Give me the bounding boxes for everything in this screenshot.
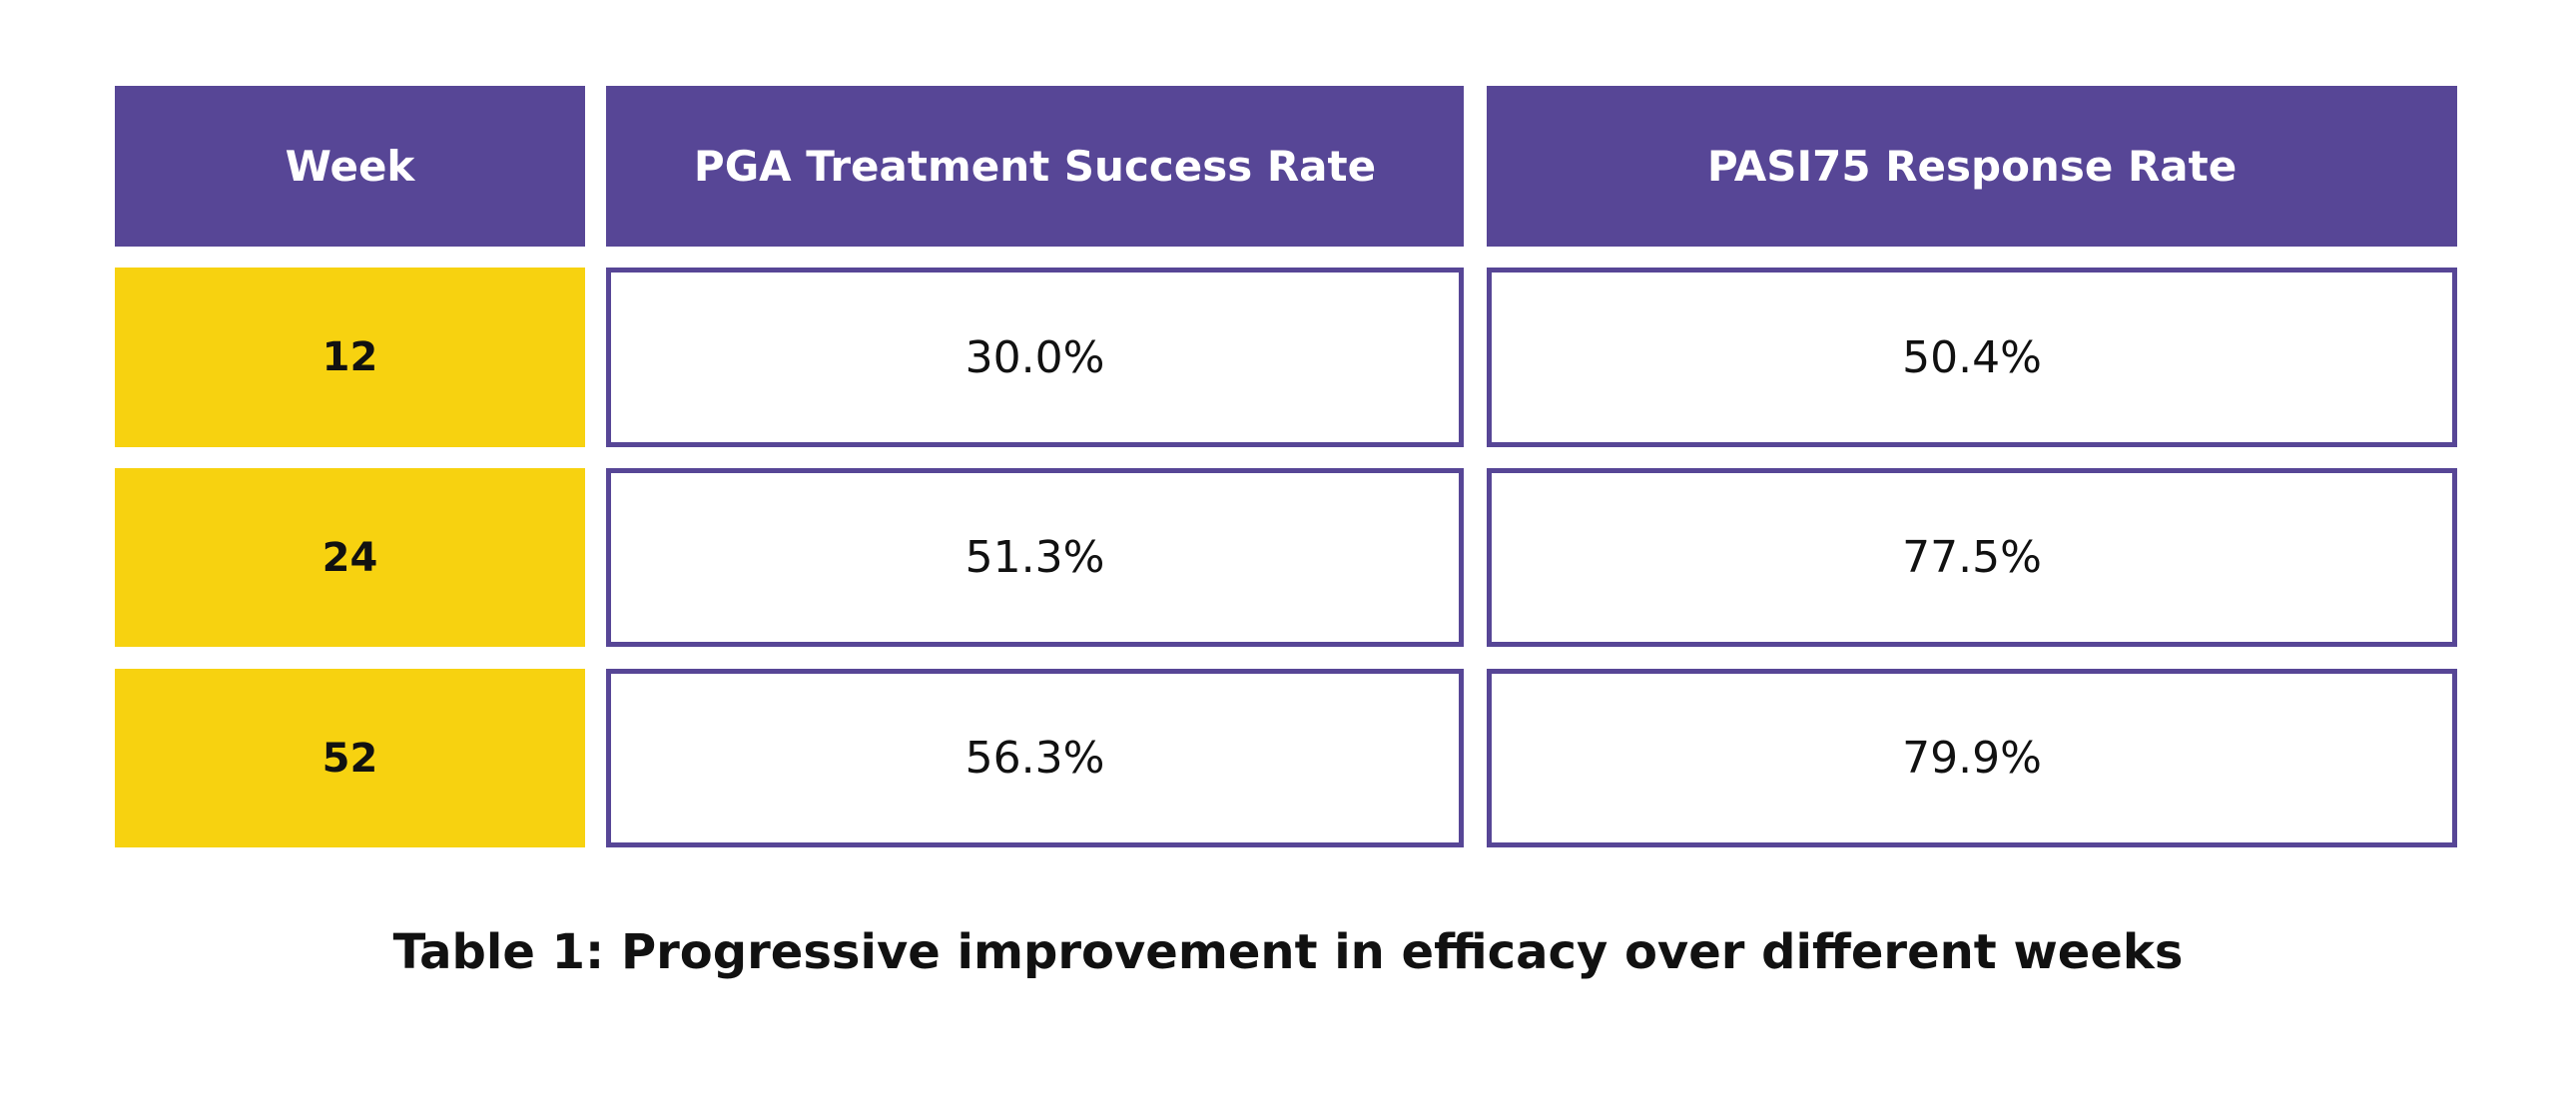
header-cell: PGA Treatment Success Rate — [606, 86, 1464, 247]
value-cell: 51.3% — [606, 468, 1464, 647]
caption: Table 1: Progressive improvement in effi… — [392, 924, 2184, 980]
header-cell: Week — [115, 86, 585, 247]
value-cell: 79.9% — [1487, 669, 2457, 847]
header-cell: PASI75 Response Rate — [1487, 86, 2457, 247]
week-cell: 52 — [115, 669, 585, 847]
week-cell: 24 — [115, 468, 585, 647]
week-cell: 12 — [115, 268, 585, 447]
value-cell: 56.3% — [606, 669, 1464, 847]
value-cell: 77.5% — [1487, 468, 2457, 647]
value-cell: 30.0% — [606, 268, 1464, 447]
value-cell: 50.4% — [1487, 268, 2457, 447]
